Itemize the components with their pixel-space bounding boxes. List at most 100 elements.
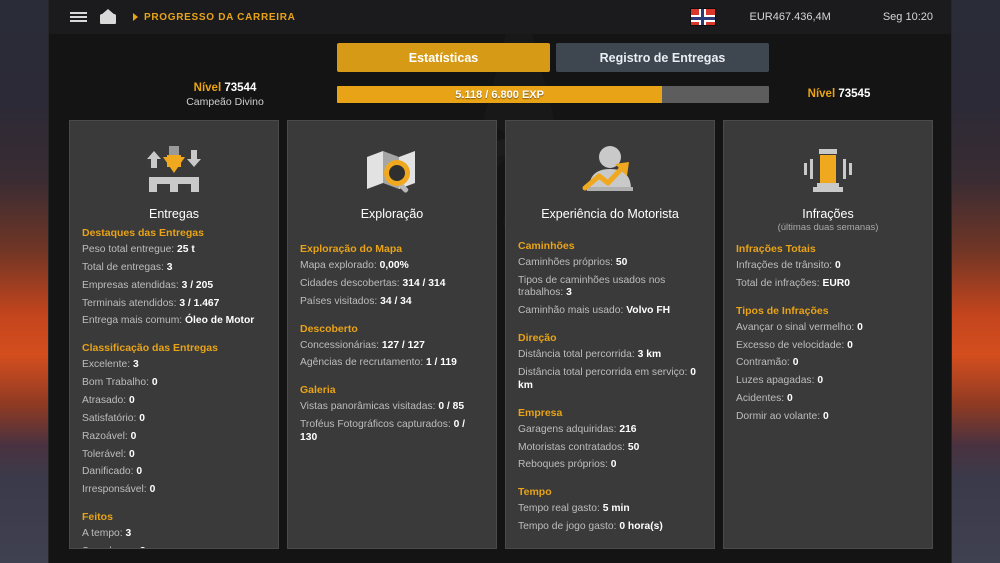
stat-row: Excesso de velocidade: 0: [736, 340, 920, 353]
stat-row: Danificado: 0: [82, 466, 266, 479]
stat-value: 3: [125, 528, 132, 540]
stat-row: Entrega mais comum: Óleo de Motor: [82, 315, 266, 328]
stat-label: Peso total entregue:: [82, 244, 175, 255]
group-descoberto: Descoberto Concessionárias: 127 / 127 Ag…: [300, 323, 484, 371]
breadcrumb-label: PROGRESSO DA CARREIRA: [144, 11, 296, 23]
stat-value: 3: [132, 359, 139, 371]
top-bar: PROGRESSO DA CARREIRA EUR467.436,4M Seg …: [49, 0, 951, 34]
top-bar-right-cluster: EUR467.436,4M Seg 10:20: [689, 8, 951, 26]
next-level-value: 73545: [838, 88, 871, 100]
stat-row: Concessionárias: 127 / 127: [300, 340, 484, 353]
card-experiencia-body: Caminhões Caminhões próprios: 50 Tipos d…: [518, 234, 702, 548]
stat-value: 0: [136, 466, 143, 478]
stat-label: Avançar o sinal vermelho:: [736, 321, 855, 333]
stat-value: Óleo de Motor: [185, 315, 255, 327]
stat-label: Concessionárias:: [300, 339, 379, 351]
stat-row: Empresas atendidas: 3 / 205: [82, 280, 266, 293]
card-experiencia-title: Experiência do Motorista: [541, 207, 679, 221]
group-title: Galeria: [300, 384, 336, 397]
stat-row: Mapa explorado: 0,00%: [300, 260, 484, 273]
stat-value: 3 / 205: [181, 279, 214, 291]
stat-value: 0 / 130: [300, 419, 466, 444]
hamburger-menu-button[interactable]: [63, 0, 93, 34]
group-title: Infrações Totais: [736, 243, 816, 255]
stat-value: 5 min: [602, 503, 630, 515]
stat-row: Total de entregas: 3: [82, 262, 266, 275]
stat-label: Irresponsável:: [82, 484, 147, 496]
home-button[interactable]: [93, 0, 123, 34]
stat-value: 216: [619, 423, 637, 435]
group-empresa: Empresa Garagens adquiridas: 216 Motoris…: [518, 407, 702, 473]
stat-row: Troféus Fotográficos capturados: 0 / 130: [300, 419, 484, 445]
stat-label: Reboques próprios:: [518, 459, 608, 471]
stat-label: Distância total percorrida em serviço:: [518, 366, 688, 378]
stat-label: Infrações de trânsito:: [736, 260, 833, 271]
stat-label: Vistas panorâmicas visitadas:: [300, 401, 436, 413]
breadcrumb[interactable]: PROGRESSO DA CARREIRA: [133, 12, 296, 23]
card-entregas-title: Entregas: [148, 207, 200, 221]
tab-bar[interactable]: Estatísticas Registro de Entregas: [337, 43, 769, 72]
norway-flag-icon: [689, 8, 716, 26]
stat-row: Luzes apagadas: 0: [736, 375, 920, 388]
stat-value: 0: [128, 395, 135, 407]
current-level-value: 73544: [224, 82, 257, 94]
stat-label: Danificado:: [82, 466, 134, 478]
stat-row: Reboques próprios: 0: [518, 459, 702, 472]
stat-value: 3: [166, 261, 173, 273]
experience-row: Nível 73544 Campeão Divino 5.118 / 6.800…: [49, 80, 951, 116]
stat-label: Tempo de jogo gasto:: [518, 521, 617, 533]
stat-label: Caminhão mais usado:: [518, 305, 624, 317]
tab-registro-de-entregas[interactable]: Registro de Entregas: [556, 43, 769, 72]
stat-value: 0: [151, 377, 158, 389]
stat-value: EUR0: [822, 277, 850, 289]
driver-growth-chart-icon: [575, 143, 645, 199]
group-title: Classificação das Entregas: [82, 342, 218, 355]
stat-label: Sem danos:: [82, 546, 137, 548]
stat-value: 314 / 314: [402, 277, 446, 289]
stat-value: 50: [615, 256, 628, 268]
next-level-block: Nível 73545: [749, 88, 929, 100]
stat-value: 3: [140, 546, 146, 548]
stat-label: Razoável:: [82, 430, 128, 442]
content-area: Estatísticas Registro de Entregas Nível …: [49, 34, 951, 563]
stat-label: Entrega mais comum:: [82, 315, 183, 327]
card-entregas-header: Entregas: [82, 131, 266, 221]
stat-value: 3 km: [637, 349, 662, 361]
stat-value: 0: [610, 459, 617, 471]
next-level-word: Nível: [807, 88, 836, 100]
group-title: Feitos: [82, 511, 113, 524]
stat-row: Dormir ao volante: 0: [736, 411, 920, 424]
card-exploracao-title: Exploração: [360, 207, 424, 221]
stat-row: Sem danos: 3: [82, 546, 266, 548]
group-title: Tipos de Infrações: [736, 304, 829, 317]
group-title: Empresa: [518, 406, 563, 419]
group-tempo: Tempo Tempo real gasto: 5 min Tempo de j…: [518, 486, 702, 534]
group-title: Exploração do Mapa: [300, 243, 403, 255]
current-rank-label: Campeão Divino: [186, 96, 264, 108]
tab-estatisticas[interactable]: Estatísticas: [337, 43, 550, 72]
card-infracoes: Infrações (últimas duas semanas) Infraçõ…: [723, 120, 933, 549]
stat-label: Excesso de velocidade:: [736, 339, 845, 351]
group-classificacao-das-entregas: Classificação das Entregas Excelente: 3 …: [82, 342, 266, 497]
stat-label: Tempo real gasto:: [518, 503, 600, 515]
card-experiencia-header: Experiência do Motorista: [518, 131, 702, 234]
stats-card-grid: Entregas Destaques das Entregas Peso tot…: [69, 120, 933, 549]
group-galeria: Galeria Vistas panorâmicas visitadas: 0 …: [300, 384, 484, 445]
experience-progress-bar: 5.118 / 6.800 EXP: [337, 86, 769, 103]
stat-label: Distância total percorrida:: [518, 349, 635, 361]
stat-value: 0: [792, 357, 799, 369]
stat-label: Acidentes:: [736, 393, 785, 405]
group-title: Caminhões: [518, 239, 575, 252]
group-exploracao-do-mapa: Exploração do Mapa Mapa explorado: 0,00%…: [300, 243, 484, 309]
group-title: Tempo: [518, 486, 552, 499]
stat-row: Caminhões próprios: 50: [518, 257, 702, 270]
stat-value: 0: [786, 393, 793, 405]
stat-value: 0: [823, 411, 829, 423]
stat-label: Dormir ao volante:: [736, 411, 821, 423]
card-experiencia-do-motorista: Experiência do Motorista Caminhões Camin…: [505, 120, 715, 549]
stat-row: Avançar o sinal vermelho: 0: [736, 322, 920, 335]
stat-row: Tempo real gasto: 5 min: [518, 503, 702, 516]
stat-row: Excelente: 3: [82, 359, 266, 372]
stat-row: Razoável: 0: [82, 431, 266, 444]
stat-label: Cidades descobertas:: [300, 277, 400, 289]
